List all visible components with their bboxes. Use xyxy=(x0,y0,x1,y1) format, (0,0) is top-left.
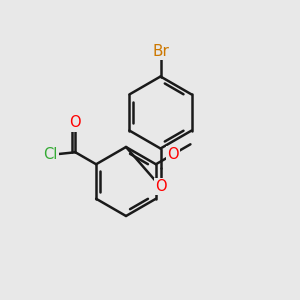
Text: O: O xyxy=(167,147,178,162)
Text: Br: Br xyxy=(152,44,169,59)
Text: O: O xyxy=(70,115,81,130)
Text: Cl: Cl xyxy=(43,147,58,162)
Text: O: O xyxy=(155,179,166,194)
